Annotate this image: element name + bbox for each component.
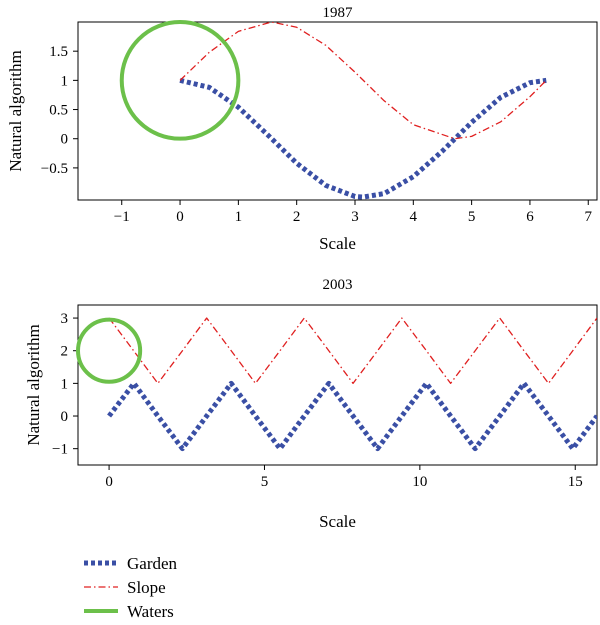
x-tick-label: 0 <box>105 474 113 490</box>
x-tick-label: 6 <box>526 209 534 225</box>
y-tick-label: −0.5 <box>41 161 68 177</box>
plot-frame <box>77 304 598 466</box>
x-tick-label: 4 <box>410 209 418 225</box>
legend-label-waters: Waters <box>127 602 174 621</box>
x-tick-label: 15 <box>568 474 583 490</box>
y-tick-label: 1.5 <box>49 44 68 60</box>
y-tick-label: −1 <box>52 442 68 458</box>
x-axis-label: Scale <box>319 512 356 531</box>
legend: Garden Slope Waters <box>84 554 178 621</box>
x-tick-label: 5 <box>468 209 476 225</box>
y-tick-label: 0.5 <box>49 103 68 119</box>
x-tick-label: 0 <box>176 209 184 225</box>
series-circle-waters <box>76 317 143 384</box>
y-tick-label: 2 <box>61 344 69 360</box>
plot-area <box>179 22 547 200</box>
y-tick-label: 1 <box>61 376 69 392</box>
x-tick-label: 7 <box>585 209 593 225</box>
series-line-slope <box>179 22 547 140</box>
x-tick-label: 10 <box>412 474 427 490</box>
series-line-garden <box>107 380 597 452</box>
x-tick-label: 1 <box>235 209 243 225</box>
x-tick-label: 3 <box>351 209 359 225</box>
chart-panel-2: 2003 0 5 10 15 −1 0 1 2 3 Scale Natural algorithm <box>24 277 598 531</box>
x-tick-label: −1 <box>114 209 130 225</box>
y-tick-label: 0 <box>61 409 69 425</box>
plot-area <box>107 317 597 452</box>
x-tick-label: 5 <box>261 474 269 490</box>
legend-label-slope: Slope <box>127 578 166 597</box>
x-tick-label: 2 <box>293 209 301 225</box>
x-axis-label: Scale <box>319 234 356 253</box>
plot-frame <box>77 21 598 201</box>
series-line-garden <box>179 77 547 200</box>
chart-title: 2003 <box>323 277 353 293</box>
y-axis-label: Natural algorithm <box>24 324 43 445</box>
y-axis-label: Natural algorithm <box>6 50 25 171</box>
y-tick-label: 3 <box>61 311 69 327</box>
chart-panel-1: 1987 −1 0 1 2 3 4 5 6 7 −0.5 0 0.5 1 1.5 Scale Natural a… <box>6 5 598 253</box>
series-line-slope <box>108 317 597 385</box>
y-tick-label: 0 <box>61 132 69 148</box>
series-circle-waters <box>119 20 241 141</box>
y-tick-label: 1 <box>61 73 69 89</box>
legend-label-garden: Garden <box>127 554 178 573</box>
chart-title: 1987 <box>323 5 354 21</box>
